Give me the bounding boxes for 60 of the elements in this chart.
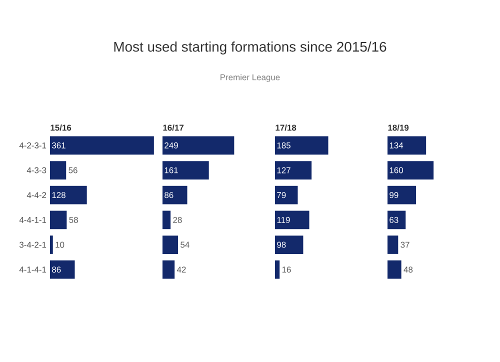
data-label: 79	[277, 192, 286, 198]
bar	[275, 161, 312, 180]
y-tick-label: 4-2-3-1	[19, 142, 46, 148]
data-label: 56	[68, 167, 78, 174]
data-label: 16	[282, 266, 291, 273]
bar	[388, 260, 402, 279]
bar	[50, 236, 53, 254]
chart-title: 15/16	[50, 124, 72, 131]
bar	[388, 186, 416, 204]
y-tick-label: 4-1-4-1	[19, 266, 46, 272]
data-label: 161	[164, 167, 178, 174]
bar	[50, 186, 87, 204]
data-label: 10	[56, 242, 64, 248]
y-tick-label: 4-4-1-1	[19, 217, 46, 223]
bar	[50, 210, 67, 230]
data-label: 249	[164, 142, 178, 148]
bar	[50, 161, 66, 180]
data-label: 128	[52, 192, 66, 198]
data-label: 98	[277, 242, 286, 248]
text: Most used starting formations since 2015/16	[114, 41, 386, 54]
bar	[388, 161, 434, 180]
data-label: 99	[390, 192, 398, 198]
y-tick-label: 3-4-2-1	[20, 242, 46, 248]
data-label: 86	[52, 266, 61, 273]
bar	[275, 260, 280, 279]
bar	[162, 186, 188, 204]
bar	[275, 186, 298, 204]
data-label: 134	[390, 142, 404, 148]
chart-title: 17/18	[276, 124, 296, 131]
bar	[50, 260, 75, 279]
data-label: 42	[176, 266, 186, 273]
data-label: 160	[390, 167, 403, 174]
chart-title: 18/19	[388, 124, 409, 131]
bar	[162, 210, 171, 230]
data-label: 361	[52, 142, 66, 148]
bar	[275, 236, 304, 254]
data-label: 127	[277, 167, 290, 174]
data-label: 185	[277, 142, 290, 148]
data-label: 63	[390, 216, 398, 223]
data-label: 58	[69, 216, 78, 223]
bar	[162, 260, 175, 279]
y-tick-label: 4-4-2	[26, 192, 46, 198]
data-label: 28	[173, 216, 182, 223]
text: Premier League	[220, 74, 280, 82]
bar	[275, 210, 310, 230]
data-label: 86	[164, 192, 174, 198]
y-tick-label: 4-3-3	[26, 167, 46, 174]
bar	[162, 161, 209, 180]
bar	[388, 236, 398, 254]
bar	[388, 136, 426, 155]
bar	[50, 136, 154, 155]
bar	[275, 136, 328, 155]
data-label: 48	[404, 266, 413, 273]
bar	[162, 236, 178, 254]
bar	[162, 136, 234, 155]
data-label: 119	[277, 216, 290, 223]
data-label: 37	[400, 242, 410, 248]
chart-title: 16/17	[163, 124, 184, 131]
bar	[388, 210, 406, 230]
data-label: 54	[180, 242, 190, 248]
